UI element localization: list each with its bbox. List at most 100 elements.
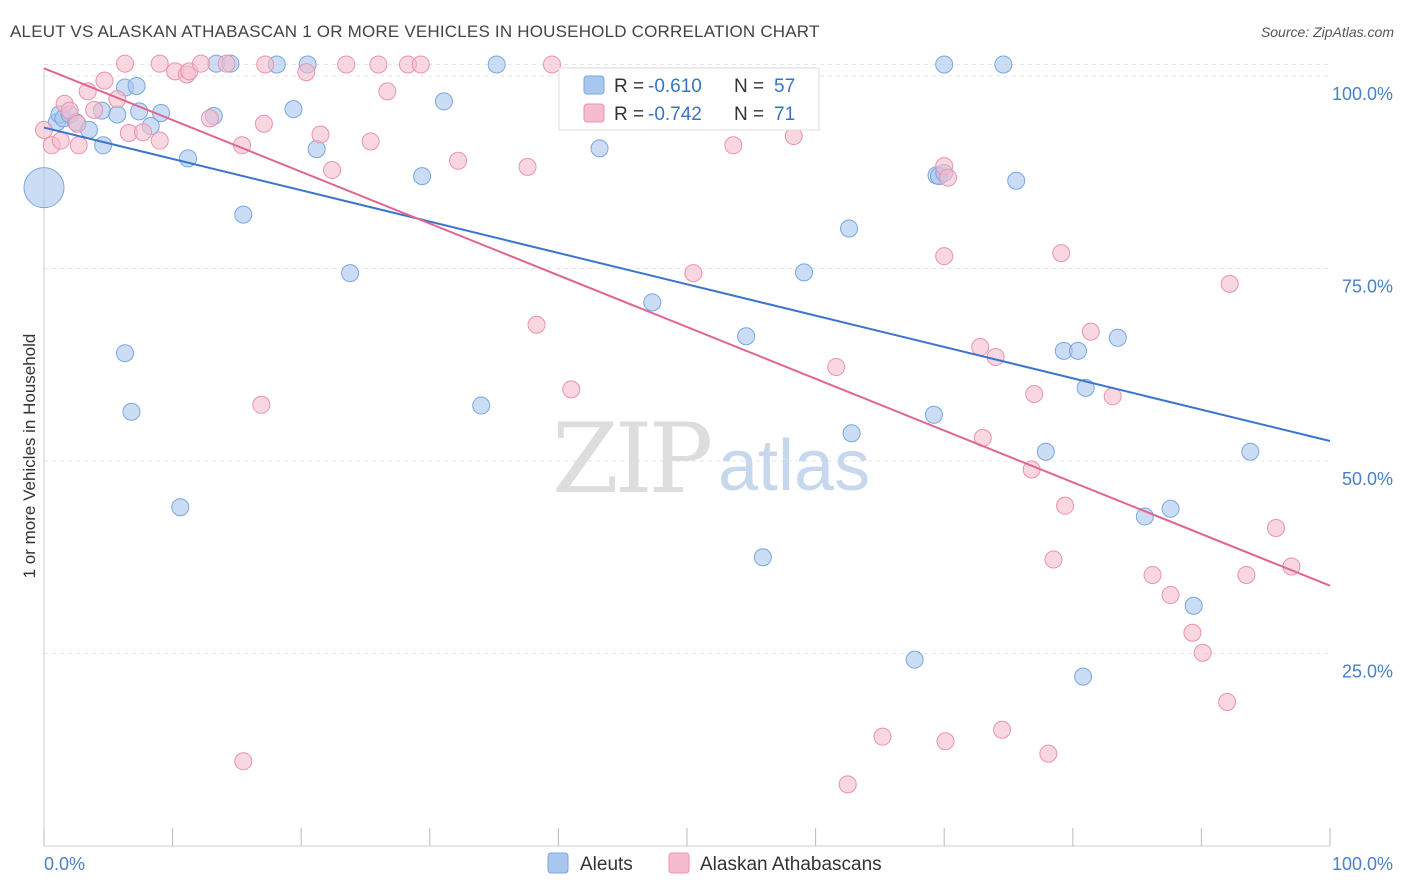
athabascan-point[interactable] bbox=[724, 136, 743, 155]
athabascan-point[interactable] bbox=[85, 100, 104, 119]
athabascan-point[interactable] bbox=[562, 380, 581, 399]
athabascan-point[interactable] bbox=[873, 727, 892, 746]
athabascan-point[interactable] bbox=[323, 160, 342, 179]
aleut-point[interactable] bbox=[487, 55, 506, 74]
athabascan-point[interactable] bbox=[1081, 322, 1100, 341]
athabascan-point[interactable] bbox=[1193, 643, 1212, 662]
aleut-point[interactable] bbox=[840, 219, 859, 238]
x-tick-labels: 0.0% 100.0% bbox=[44, 854, 1393, 874]
aleut-point[interactable] bbox=[1241, 442, 1260, 461]
athabascan-point[interactable] bbox=[51, 131, 70, 150]
aleut-point[interactable] bbox=[1036, 442, 1055, 461]
aleut-point[interactable] bbox=[1076, 378, 1095, 397]
legend-r-value-aleuts: -0.610 bbox=[648, 76, 702, 97]
series-legend-swatch-aleuts[interactable] bbox=[547, 852, 569, 874]
athabascan-point[interactable] bbox=[411, 55, 430, 74]
athabascan-point[interactable] bbox=[191, 54, 210, 73]
athabascan-point[interactable] bbox=[935, 247, 954, 266]
athabascan-point[interactable] bbox=[68, 114, 87, 133]
aleut-point[interactable] bbox=[472, 396, 491, 415]
athabascan-point[interactable] bbox=[369, 55, 388, 74]
athabascan-point[interactable] bbox=[95, 71, 114, 90]
aleut-point[interactable] bbox=[1007, 171, 1026, 190]
athabascan-point[interactable] bbox=[936, 732, 955, 751]
aleut-point[interactable] bbox=[935, 55, 954, 74]
athabascan-point[interactable] bbox=[108, 90, 127, 109]
athabascan-point[interactable] bbox=[311, 125, 330, 144]
athabascan-point[interactable] bbox=[256, 55, 275, 74]
aleut-point[interactable] bbox=[905, 650, 924, 669]
athabascan-point[interactable] bbox=[449, 151, 468, 170]
aleut-point[interactable] bbox=[590, 139, 609, 158]
aleut-point[interactable] bbox=[1184, 596, 1203, 615]
athabascan-point[interactable] bbox=[150, 54, 169, 73]
aleut-point[interactable] bbox=[1074, 667, 1093, 686]
athabascan-point[interactable] bbox=[1237, 565, 1256, 584]
athabascan-point[interactable] bbox=[69, 136, 88, 155]
aleut-point[interactable] bbox=[108, 105, 127, 124]
aleut-point[interactable] bbox=[116, 344, 135, 363]
data-points bbox=[23, 54, 1301, 794]
aleut-point[interactable] bbox=[434, 92, 453, 111]
series-legend-label-aleuts[interactable]: Aleuts bbox=[580, 854, 633, 875]
aleut-point[interactable] bbox=[842, 424, 861, 443]
athabascan-point[interactable] bbox=[361, 132, 380, 151]
athabascan-point[interactable] bbox=[939, 168, 958, 187]
athabascan-point[interactable] bbox=[838, 775, 857, 794]
athabascan-point[interactable] bbox=[684, 264, 703, 283]
aleut-point[interactable] bbox=[127, 77, 146, 96]
athabascan-point[interactable] bbox=[254, 114, 273, 133]
athabascan-point[interactable] bbox=[1161, 585, 1180, 604]
aleut-point[interactable] bbox=[94, 136, 113, 155]
aleut-point[interactable] bbox=[234, 205, 253, 224]
aleut-point[interactable] bbox=[1161, 499, 1180, 518]
aleut-point[interactable] bbox=[1068, 341, 1087, 360]
aleut-point[interactable] bbox=[171, 498, 190, 517]
aleut-point[interactable] bbox=[924, 405, 943, 424]
aleut-point[interactable] bbox=[23, 167, 65, 209]
athabascan-point[interactable] bbox=[518, 157, 537, 176]
aleut-point[interactable] bbox=[341, 264, 360, 283]
athabascan-point[interactable] bbox=[1025, 385, 1044, 404]
athabascan-point[interactable] bbox=[378, 82, 397, 101]
athabascan-point[interactable] bbox=[971, 338, 990, 357]
aleut-point[interactable] bbox=[994, 55, 1013, 74]
athabascan-point[interactable] bbox=[234, 752, 253, 771]
athabascan-point[interactable] bbox=[1056, 496, 1075, 515]
athabascan-point[interactable] bbox=[252, 395, 271, 414]
athabascan-point[interactable] bbox=[1266, 518, 1285, 537]
athabascan-point[interactable] bbox=[150, 131, 169, 150]
aleut-point[interactable] bbox=[1108, 328, 1127, 347]
aleut-point[interactable] bbox=[737, 327, 756, 346]
y-tick-label: 100.0% bbox=[1332, 84, 1393, 104]
aleut-point[interactable] bbox=[753, 548, 772, 567]
athabascan-point[interactable] bbox=[200, 109, 219, 128]
athabascan-point[interactable] bbox=[1044, 550, 1063, 569]
aleut-point[interactable] bbox=[130, 102, 149, 121]
athabascan-point[interactable] bbox=[1183, 623, 1202, 642]
athabascan-point[interactable] bbox=[134, 123, 153, 142]
stats-legend: R = -0.610 N = 57 R = -0.742 N = 71 bbox=[558, 67, 820, 131]
aleut-point[interactable] bbox=[122, 402, 141, 421]
athabascan-point[interactable] bbox=[993, 720, 1012, 739]
aleut-point[interactable] bbox=[413, 167, 432, 186]
athabascan-point[interactable] bbox=[1143, 565, 1162, 584]
athabascan-point[interactable] bbox=[1220, 274, 1239, 293]
athabascan-point[interactable] bbox=[337, 55, 356, 74]
x-tick-label-max: 100.0% bbox=[1332, 854, 1393, 874]
athabascan-point[interactable] bbox=[1218, 693, 1237, 712]
athabascan-point[interactable] bbox=[1052, 244, 1071, 263]
athabascan-point[interactable] bbox=[116, 54, 135, 73]
athabascan-point[interactable] bbox=[217, 54, 236, 73]
athabascan-point[interactable] bbox=[1039, 744, 1058, 763]
aleut-point[interactable] bbox=[284, 100, 303, 119]
aleut-point[interactable] bbox=[795, 263, 814, 282]
athabascan-point[interactable] bbox=[827, 358, 846, 377]
athabascan-point[interactable] bbox=[297, 63, 316, 82]
athabascan-point[interactable] bbox=[527, 315, 546, 334]
athabascan-point[interactable] bbox=[542, 55, 561, 74]
aleut-point[interactable] bbox=[643, 293, 662, 312]
series-legend-swatch-athabascans[interactable] bbox=[668, 852, 690, 874]
series-legend-label-athabascans[interactable]: Alaskan Athabascans bbox=[700, 854, 882, 875]
